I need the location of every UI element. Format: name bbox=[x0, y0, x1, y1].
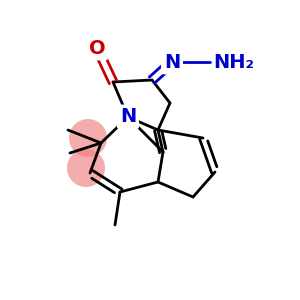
Circle shape bbox=[69, 119, 107, 157]
Text: O: O bbox=[89, 38, 105, 58]
Circle shape bbox=[67, 149, 105, 187]
Text: N: N bbox=[120, 107, 136, 127]
Text: NH₂: NH₂ bbox=[213, 52, 254, 71]
Text: N: N bbox=[164, 52, 180, 71]
